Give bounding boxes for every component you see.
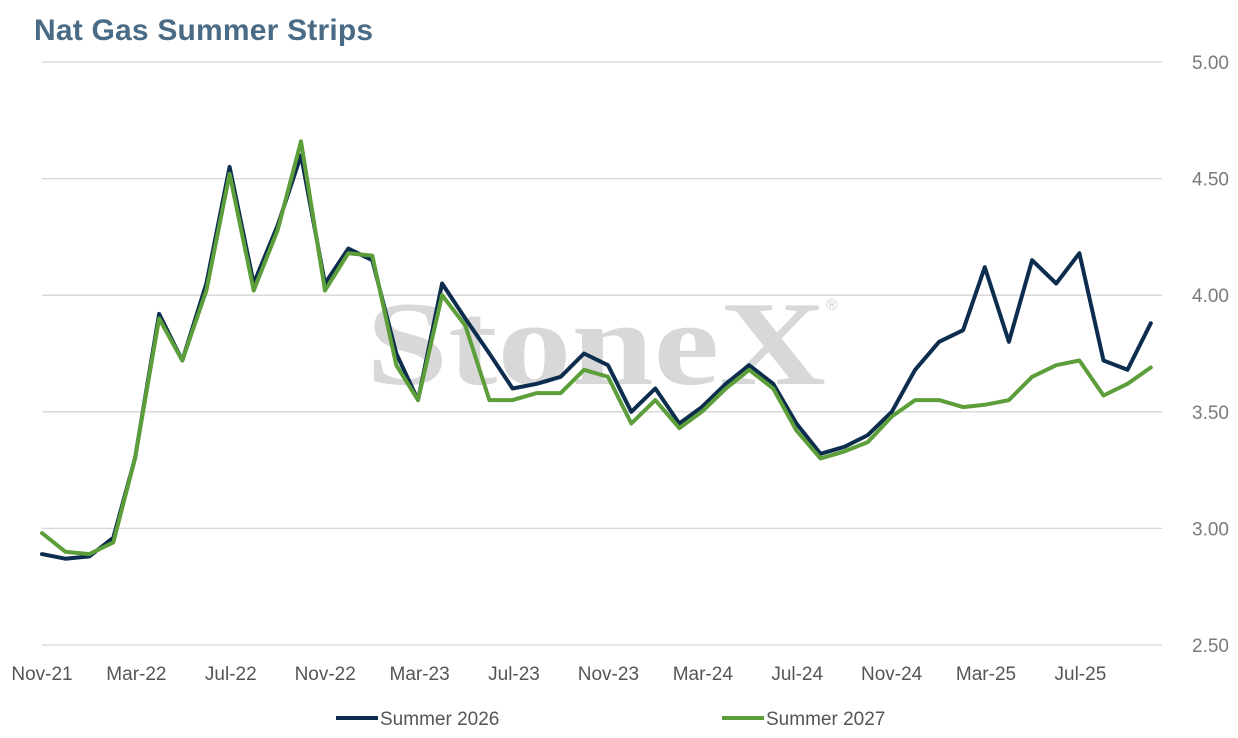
y-tick-label: 3.50 xyxy=(1192,403,1229,424)
stonex-watermark: StoneX ® xyxy=(366,277,838,410)
watermark-text: StoneX xyxy=(366,277,826,410)
x-tick-label: Jul-24 xyxy=(771,664,823,685)
legend: Summer 2026 Summer 2027 xyxy=(336,709,885,730)
x-tick-label: Nov-23 xyxy=(578,664,639,685)
x-tick-label: Jul-22 xyxy=(205,664,257,685)
y-tick-label: 4.50 xyxy=(1192,170,1229,191)
x-tick-label: Jul-23 xyxy=(488,664,540,685)
x-tick-label: Jul-25 xyxy=(1055,664,1107,685)
x-tick-label: Nov-21 xyxy=(11,664,72,685)
legend-label: Summer 2026 xyxy=(380,709,499,730)
legend-label: Summer 2027 xyxy=(766,709,885,730)
y-tick-label: 2.50 xyxy=(1192,636,1229,657)
y-axis-ticks: 2.50 3.00 3.50 4.00 4.50 5.00 xyxy=(1192,53,1229,657)
x-tick-label: Nov-24 xyxy=(861,664,923,685)
x-tick-label: Mar-22 xyxy=(106,664,166,685)
y-tick-label: 3.00 xyxy=(1192,519,1229,540)
x-tick-label: Mar-24 xyxy=(673,664,734,685)
gridlines xyxy=(42,61,1162,646)
series-line-1 xyxy=(40,139,1153,557)
y-tick-label: 4.00 xyxy=(1192,286,1229,307)
watermark-registered-mark: ® xyxy=(826,297,838,314)
x-tick-label: Mar-23 xyxy=(390,664,450,685)
series-lines xyxy=(40,139,1153,561)
y-tick-label: 5.00 xyxy=(1192,53,1229,74)
x-tick-label: Nov-22 xyxy=(295,664,356,685)
x-axis-ticks: Nov-21 Mar-22 Jul-22 Nov-22 Mar-23 Jul-23 Nov-… xyxy=(11,664,1106,685)
x-tick-label: Mar-25 xyxy=(956,664,1016,685)
chart-title: Nat Gas Summer Strips xyxy=(34,14,374,47)
